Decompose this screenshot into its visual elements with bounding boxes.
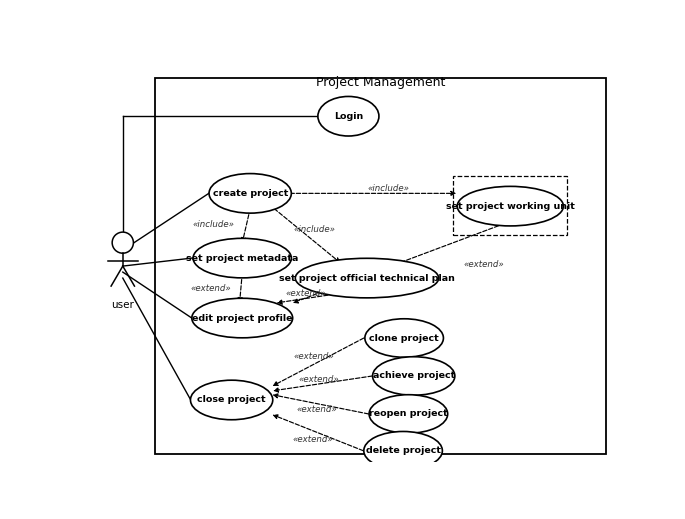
Text: edit project profile: edit project profile <box>192 313 292 322</box>
Text: «extend»: «extend» <box>286 289 326 298</box>
Text: set project official technical plan: set project official technical plan <box>279 274 455 282</box>
Text: reopen project: reopen project <box>369 409 448 418</box>
Text: «extend»: «extend» <box>294 352 334 361</box>
Text: «extend»: «extend» <box>299 375 340 384</box>
Text: Project Management: Project Management <box>316 76 445 89</box>
Text: «include»: «include» <box>294 225 336 234</box>
Bar <box>155 78 606 454</box>
Ellipse shape <box>365 319 443 357</box>
Ellipse shape <box>190 380 273 420</box>
Ellipse shape <box>458 186 563 226</box>
Text: set project metadata: set project metadata <box>186 254 299 263</box>
Ellipse shape <box>373 357 455 395</box>
Ellipse shape <box>369 395 448 433</box>
Ellipse shape <box>364 431 443 470</box>
Text: «extend»: «extend» <box>190 283 231 293</box>
Ellipse shape <box>318 97 379 136</box>
Text: user: user <box>112 300 134 310</box>
Text: delete project: delete project <box>366 446 440 455</box>
Bar <box>453 176 567 235</box>
Text: clone project: clone project <box>369 334 439 343</box>
Ellipse shape <box>112 232 134 253</box>
Ellipse shape <box>295 258 438 298</box>
Ellipse shape <box>193 238 291 278</box>
Text: achieve project: achieve project <box>373 372 455 380</box>
Text: «extend»: «extend» <box>292 435 333 444</box>
Text: «extend»: «extend» <box>464 260 504 269</box>
Text: close project: close project <box>197 395 266 404</box>
Ellipse shape <box>192 298 292 338</box>
Text: «include»: «include» <box>192 221 234 229</box>
Text: «extend»: «extend» <box>296 405 337 415</box>
Text: «include»: «include» <box>367 184 409 193</box>
Ellipse shape <box>209 173 291 213</box>
Text: set project working unit: set project working unit <box>446 202 575 211</box>
Text: Login: Login <box>334 112 363 121</box>
Text: create project: create project <box>212 189 288 198</box>
